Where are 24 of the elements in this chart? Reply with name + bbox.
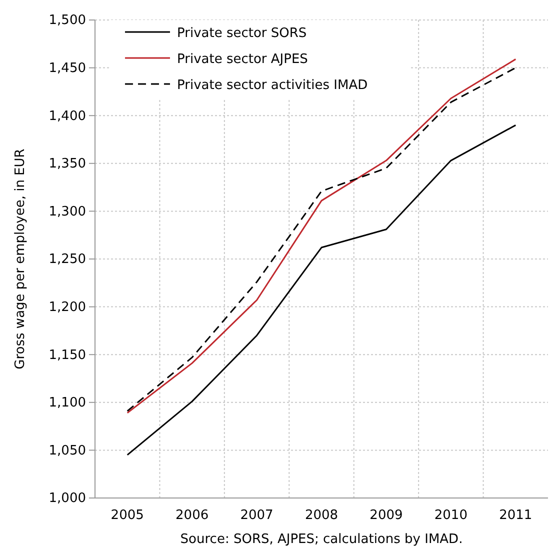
legend-label: Private sector AJPES	[177, 52, 308, 67]
y-tick-label: 1,150	[48, 348, 86, 363]
x-tick-label: 2006	[176, 508, 209, 524]
legend-label: Private sector activities IMAD	[177, 78, 368, 93]
y-tick-label: 1,100	[48, 396, 86, 411]
line-series	[126, 124, 516, 456]
y-axis-title: Gross wage per employee, in EUR	[13, 148, 28, 370]
x-tick-label: 2005	[110, 508, 144, 524]
y-tick-label: 1,250	[48, 252, 86, 268]
y-tick-label: 1,000	[48, 491, 86, 506]
y-tick-label: 1,450	[48, 60, 86, 76]
x-tick-label: 2009	[370, 508, 403, 524]
y-tick-label: 1,400	[48, 108, 86, 124]
x-tick-label: 2011	[499, 508, 532, 524]
x-tick-label: 2010	[434, 508, 468, 524]
y-tick-label: 1,050	[48, 443, 86, 458]
x-tick-label: 2008	[304, 508, 338, 524]
legend-label: Private sector SORS	[177, 26, 307, 41]
y-tick-label: 1,500	[48, 13, 86, 28]
y-tick-label: 1,200	[48, 300, 86, 315]
x-tick-label: 2007	[240, 508, 274, 524]
y-tick-label: 1,300	[48, 204, 86, 220]
source-note: Source: SORS, AJPES; calculations by IMAD.	[180, 532, 463, 547]
y-tick-label: 1,350	[48, 156, 86, 172]
